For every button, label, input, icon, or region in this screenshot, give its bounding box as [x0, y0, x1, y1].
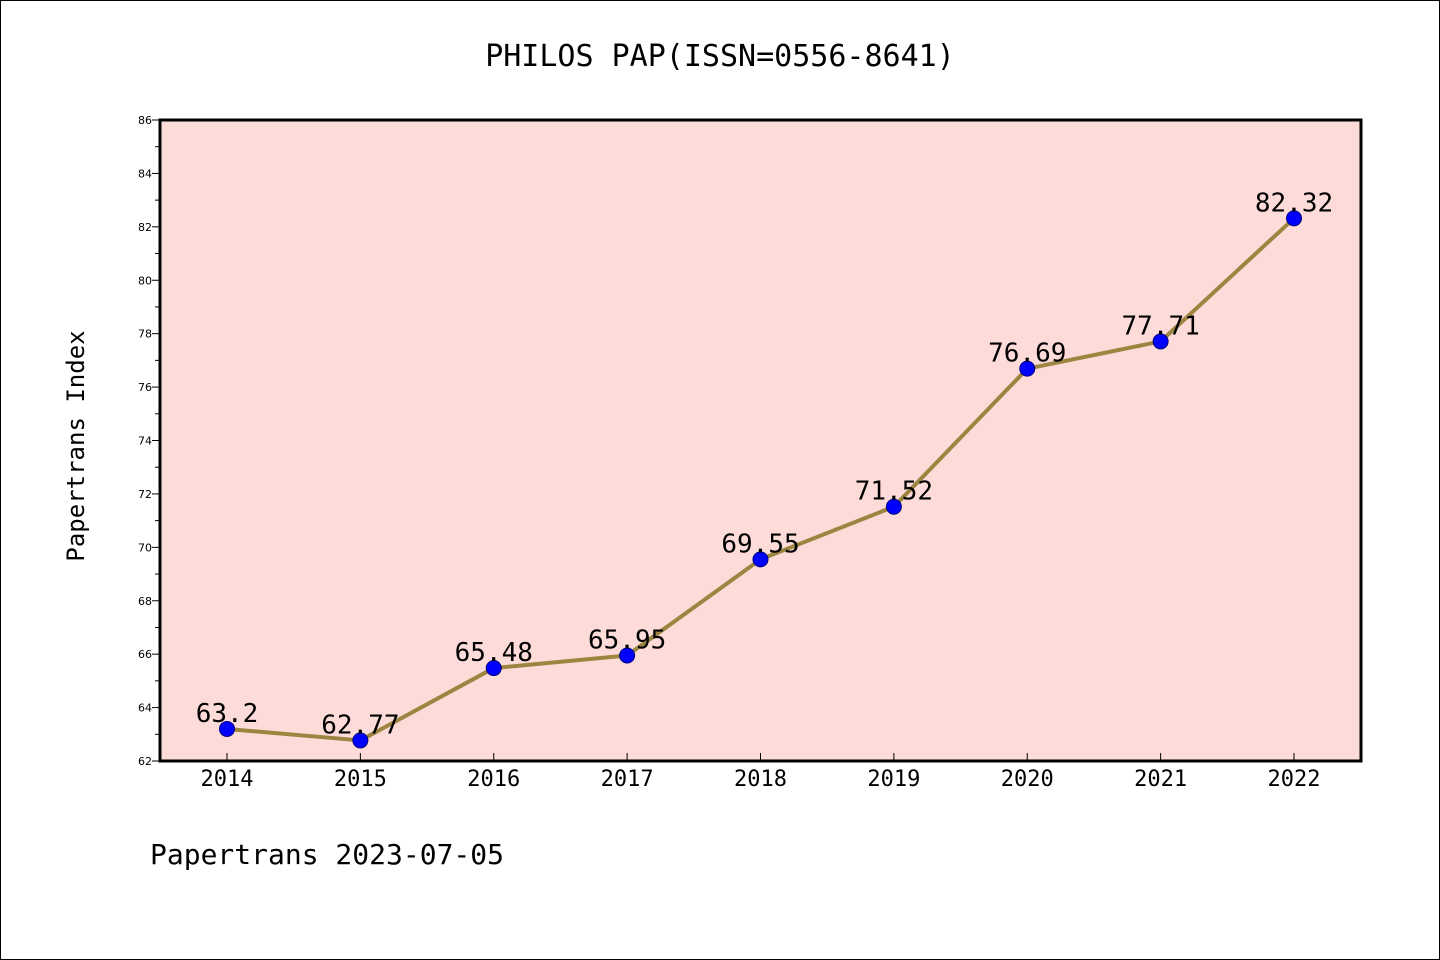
y-tick-label: 84: [138, 167, 152, 180]
data-point-marker: [352, 732, 369, 749]
x-tick-label: 2021: [1134, 767, 1187, 792]
y-tick-label: 86: [138, 114, 152, 127]
data-point-marker: [752, 551, 769, 568]
y-tick-label: 72: [138, 488, 152, 501]
series-group: [219, 210, 1302, 749]
data-label: 62.77: [321, 710, 399, 740]
y-axis: 62 64 66 68 70 72 74 76 78 80 82 84 86: [138, 114, 160, 768]
chart-title: PHILOS PAP(ISSN=0556-8641): [485, 39, 955, 74]
data-labels: 63.2 62.77 65.48 65.95 69.55 71.52 76.69 77.71 8…: [196, 188, 1333, 740]
y-tick-label: 74: [138, 435, 152, 448]
y-tick-label: 62: [138, 755, 152, 768]
data-point-marker: [1286, 210, 1302, 227]
data-point-marker: [219, 720, 235, 737]
y-tick-label: 76: [138, 381, 152, 394]
data-point-marker: [885, 498, 902, 515]
x-tick-label: 2020: [1001, 767, 1054, 792]
y-tick-label: 64: [138, 702, 152, 715]
y-tick-label: 78: [138, 328, 152, 341]
data-point-marker: [485, 660, 502, 677]
x-tick-label: 2022: [1268, 767, 1321, 792]
data-label: 69.55: [721, 529, 799, 559]
x-tick-label: 2019: [867, 767, 920, 792]
data-label: 65.48: [455, 638, 533, 668]
data-label: 65.95: [588, 626, 666, 656]
data-point-marker: [1152, 333, 1169, 350]
x-tick-label: 2014: [201, 767, 254, 792]
data-label: 63.2: [196, 699, 259, 729]
y-tick-label: 66: [138, 648, 152, 661]
x-tick-label: 2018: [734, 767, 787, 792]
data-point-marker: [1019, 360, 1036, 377]
y-tick-label: 68: [138, 595, 152, 608]
data-label: 82.32: [1255, 188, 1333, 218]
footer-text: Papertrans 2023-07-05: [150, 838, 504, 871]
x-tick-label: 2016: [467, 767, 520, 792]
y-tick-label: 82: [138, 221, 152, 234]
x-tick-label: 2017: [601, 767, 654, 792]
x-axis: 2014 2015 2016 2017 2018 2019 2020 2021 2022: [201, 753, 1321, 792]
y-axis-label: Papertrans Index: [62, 330, 90, 561]
plot-border: [158, 118, 1363, 763]
y-tick-label: 80: [138, 274, 152, 287]
data-label: 77.71: [1121, 311, 1199, 341]
data-label: 71.52: [855, 477, 933, 507]
plot-area: [160, 120, 1361, 761]
y-tick-label: 70: [138, 541, 152, 554]
data-point-marker: [619, 647, 636, 664]
data-label: 76.69: [988, 339, 1066, 369]
x-tick-label: 2015: [334, 767, 387, 792]
